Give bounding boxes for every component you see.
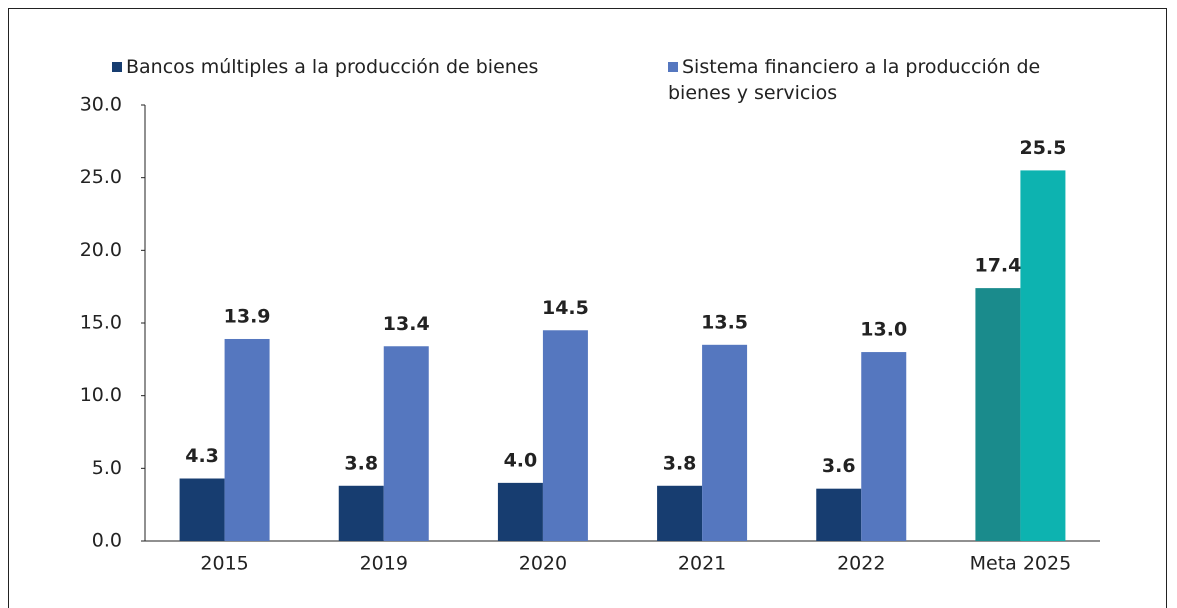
legend-swatch (112, 62, 122, 72)
y-tick-label: 10.0 (80, 384, 122, 406)
value-label: 25.5 (1019, 137, 1066, 159)
value-label: 14.5 (542, 297, 589, 319)
x-tick-label: 2021 (678, 553, 726, 575)
value-label: 3.8 (344, 452, 378, 474)
legend-label: Bancos múltiples a la producción de bien… (126, 56, 539, 78)
value-label: 13.5 (701, 311, 748, 333)
legend-label: Sistema financiero a la producción de bi… (668, 56, 1041, 104)
bar (179, 478, 225, 541)
bar (383, 346, 429, 541)
bar (657, 485, 703, 541)
bar (1020, 170, 1066, 541)
x-tick-label: 2015 (200, 553, 248, 575)
y-tick-label: 20.0 (80, 239, 122, 261)
y-tick-label: 5.0 (92, 457, 122, 479)
value-label: 4.0 (504, 449, 538, 471)
frame (8, 8, 1167, 608)
bar (975, 288, 1021, 541)
bar (861, 352, 907, 541)
bar (224, 338, 270, 541)
x-tick-label: 2022 (837, 553, 885, 575)
bar (542, 330, 588, 541)
x-tick-label: 2019 (360, 553, 408, 575)
value-label: 3.6 (822, 455, 856, 477)
legend-item: Bancos múltiples a la producción de bien… (112, 54, 652, 80)
value-label: 13.9 (224, 305, 271, 327)
y-tick-label: 25.0 (80, 166, 122, 188)
value-label: 13.4 (383, 313, 430, 335)
value-label: 4.3 (185, 445, 219, 467)
y-tick-label: 15.0 (80, 312, 122, 334)
bar (497, 482, 543, 541)
value-label: 3.8 (663, 452, 697, 474)
y-tick-label: 30.0 (80, 94, 122, 116)
value-label: 17.4 (974, 255, 1021, 277)
y-tick-label: 0.0 (92, 530, 122, 552)
legend-item: Sistema financiero a la producción de bi… (668, 54, 1068, 106)
bar (338, 485, 384, 541)
value-label: 13.0 (860, 319, 907, 341)
bar (816, 488, 862, 541)
x-tick-label: 2020 (519, 553, 567, 575)
legend-swatch (668, 62, 678, 72)
bar (702, 344, 748, 541)
x-tick-label: Meta 2025 (970, 553, 1072, 575)
